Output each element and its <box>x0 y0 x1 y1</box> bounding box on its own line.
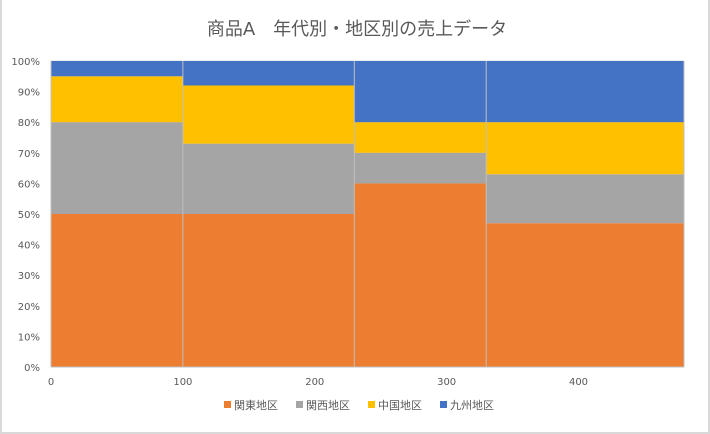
y-tick-label: 10% <box>18 332 40 343</box>
y-tick-label: 40% <box>18 241 40 252</box>
legend-label: 中国地区 <box>378 399 422 412</box>
bar-segment <box>51 61 183 77</box>
y-tick-label: 60% <box>18 179 40 190</box>
bar-segment <box>182 214 355 367</box>
bars <box>50 61 685 368</box>
bar-segment <box>51 214 183 367</box>
legend-label: 関西地区 <box>306 399 350 412</box>
bar-segment <box>486 223 684 367</box>
y-tick-label: 90% <box>18 88 40 99</box>
legend: 関東地区 関西地区 中国地区 九州地区 <box>224 399 494 412</box>
legend-swatch <box>440 401 447 408</box>
x-tick-label: 200 <box>305 377 324 388</box>
bar-segment <box>51 76 183 123</box>
bar-segment <box>182 61 355 86</box>
y-tick-label: 80% <box>18 118 40 129</box>
x-tick-labels: 0 100 200 300 400 <box>48 377 588 388</box>
bar-segment <box>354 61 487 123</box>
bar-segment <box>486 61 684 123</box>
bar-segment <box>486 122 684 175</box>
y-tick-label: 0% <box>24 363 40 374</box>
chart-title: 商品A 年代別・地区別の売上データ <box>207 19 507 40</box>
bar-segment <box>354 152 487 184</box>
legend-swatch <box>224 401 231 408</box>
x-tick-label: 300 <box>437 377 456 388</box>
y-tick-label: 100% <box>11 57 40 68</box>
bar-segment <box>354 183 487 367</box>
legend-label: 関東地区 <box>234 399 278 412</box>
y-tick-label: 30% <box>18 271 40 282</box>
x-tick-label: 100 <box>173 377 192 388</box>
y-tick-label: 50% <box>18 210 40 221</box>
legend-label: 九州地区 <box>450 399 494 412</box>
bar-segment <box>51 122 183 214</box>
y-tick-label: 20% <box>18 302 40 313</box>
bar-segment <box>354 122 487 153</box>
legend-swatch <box>296 401 303 408</box>
x-tick-label: 0 <box>48 377 54 388</box>
y-tick-label: 70% <box>18 149 40 160</box>
y-tick-labels: 0% 10% 20% 30% 40% 50% 60% 70% 80% 90% 100% <box>11 57 40 374</box>
bar-segment <box>486 174 684 224</box>
legend-swatch <box>368 401 375 408</box>
x-tick-label: 400 <box>569 377 588 388</box>
bar-segment <box>182 85 355 144</box>
bar-segment <box>182 143 355 214</box>
